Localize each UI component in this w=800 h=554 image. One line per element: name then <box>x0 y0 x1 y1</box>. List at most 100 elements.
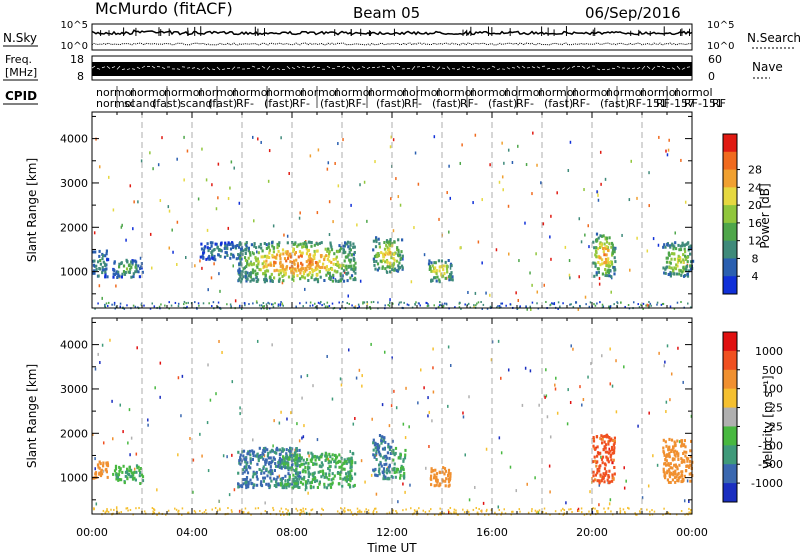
echo-cell <box>270 469 274 473</box>
echo-speckle <box>252 438 254 442</box>
echo-speckle <box>132 227 134 231</box>
echo-cell <box>347 245 350 249</box>
echo-cell <box>141 270 144 274</box>
echo-cell <box>605 261 608 264</box>
echo-speckle <box>600 455 602 459</box>
echo-cell <box>604 450 607 454</box>
echo-cell <box>240 280 243 284</box>
near-range-echo <box>596 509 598 512</box>
echo-cell <box>445 477 448 481</box>
echo-cell <box>257 454 260 458</box>
echo-cell <box>247 485 250 489</box>
echo-cell <box>343 259 346 263</box>
echo-speckle <box>553 302 556 306</box>
echo-cell <box>668 463 671 467</box>
echo-cell <box>289 260 292 264</box>
echo-cell <box>614 268 617 272</box>
echo-cell <box>690 472 693 476</box>
echo-speckle <box>286 234 289 238</box>
echo-speckle <box>417 182 420 186</box>
near-range-echo <box>110 508 112 511</box>
echo-cell <box>133 470 136 474</box>
echo-cell <box>267 456 270 460</box>
echo-cell <box>604 268 607 271</box>
echo-cell <box>334 465 337 469</box>
echo-cell <box>232 255 235 259</box>
echo-speckle <box>549 490 551 494</box>
echo-cell <box>238 271 241 274</box>
near-range-echo <box>416 509 418 512</box>
near-range-echo <box>396 511 398 514</box>
near-range-echo <box>597 511 599 514</box>
echo-cell <box>378 452 381 456</box>
echo-cell <box>600 434 603 438</box>
echo-cell <box>267 451 270 455</box>
echo-cell <box>682 452 685 455</box>
near-range-echo <box>302 510 305 513</box>
echo-cell <box>257 260 260 264</box>
echo-cell <box>104 272 107 276</box>
echo-cell <box>680 474 683 478</box>
echo-cell <box>106 475 109 479</box>
echo-cell <box>291 274 294 278</box>
echo-cell <box>245 483 248 487</box>
near-range-echo <box>349 509 352 512</box>
echo-cell <box>683 474 686 478</box>
near-range-echo <box>106 304 109 307</box>
freq-scan-mark <box>201 67 206 70</box>
near-range-echo <box>252 302 254 305</box>
echo-cell <box>373 455 376 459</box>
echo-cell <box>610 275 613 279</box>
beam-title: Beam 05 <box>353 4 420 22</box>
echo-cell <box>287 275 291 279</box>
echo-cell <box>235 257 238 261</box>
echo-cell <box>234 244 237 248</box>
near-range-echo <box>604 510 606 513</box>
echo-cell <box>670 438 674 442</box>
near-range-echo <box>285 508 287 511</box>
echo-cell <box>279 260 282 264</box>
echo-cell <box>238 254 241 257</box>
echo-cell <box>135 260 138 264</box>
near-range-echo <box>680 301 682 304</box>
echo-cell <box>439 471 442 475</box>
echo-cell <box>345 267 348 271</box>
near-range-echo <box>498 305 501 308</box>
near-range-echo <box>439 301 441 304</box>
echo-cell <box>130 265 133 269</box>
echo-cell <box>689 264 692 268</box>
echo-cell <box>372 239 375 243</box>
echo-cell <box>675 475 678 479</box>
echo-cell <box>329 243 332 247</box>
echo-cell <box>291 479 294 483</box>
near-range-echo <box>438 304 441 307</box>
echo-speckle <box>152 167 154 171</box>
echo-cell <box>687 464 690 468</box>
echo-cell <box>277 249 280 253</box>
cpid-label-row1: normol <box>606 86 645 99</box>
echo-speckle <box>599 150 602 154</box>
near-range-echo <box>305 301 308 304</box>
echo-speckle <box>112 437 114 441</box>
echo-cell <box>259 482 263 486</box>
near-range-echo <box>119 305 122 308</box>
echo-cell <box>304 266 307 270</box>
echo-speckle <box>597 198 600 202</box>
near-range-echo <box>572 305 575 308</box>
echo-cell <box>228 243 231 246</box>
echo-speckle <box>371 417 373 421</box>
echo-cell <box>611 479 614 483</box>
near-range-echo <box>181 507 184 510</box>
echo-cell <box>603 440 606 444</box>
echo-speckle <box>606 481 609 485</box>
echo-cell <box>272 477 276 481</box>
echo-speckle <box>677 346 679 350</box>
echo-speckle <box>536 290 539 294</box>
near-range-echo <box>619 507 621 510</box>
echo-cell <box>374 267 377 271</box>
echo-cell <box>282 252 285 256</box>
freq-scan-mark <box>176 68 181 70</box>
near-range-echo <box>619 510 622 513</box>
echo-speckle <box>678 440 681 444</box>
